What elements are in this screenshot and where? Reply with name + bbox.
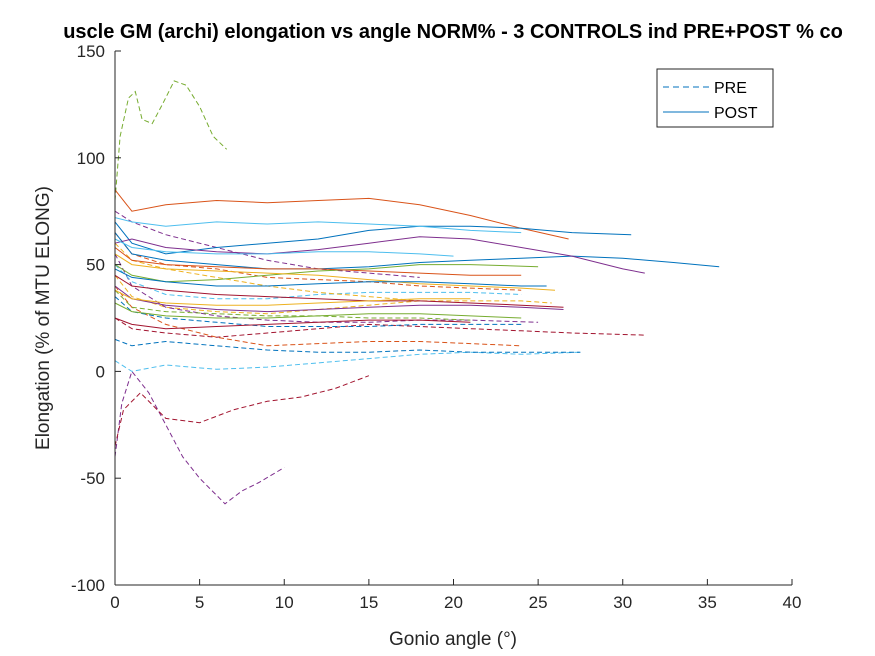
x-axis-label: Gonio angle (°): [389, 629, 517, 650]
series-line-pre-3: [114, 351, 581, 372]
x-tick-label: 15: [359, 593, 378, 612]
series-line-post-21: [114, 253, 556, 291]
series-line-pre-13: [114, 242, 420, 302]
series-line-post-22: [114, 274, 564, 308]
x-tick-label: 40: [783, 593, 802, 612]
y-tick-label: 0: [96, 362, 105, 381]
x-tick-label: 0: [110, 593, 119, 612]
chart-title: uscle GM (archi) elongation vs angle NOR…: [63, 21, 843, 43]
legend: PRE POST: [656, 68, 774, 128]
series-line-pre-6: [114, 285, 522, 347]
series-line-post-15: [114, 189, 569, 240]
x-tick-label: 20: [444, 593, 463, 612]
series-line-post-25: [114, 247, 522, 276]
series-line-pre-2: [114, 375, 370, 447]
series-line-pre-4: [114, 338, 581, 353]
series-line-pre-14: [114, 210, 420, 278]
series-line-post-29: [114, 317, 471, 330]
x-tick-label: 25: [529, 593, 548, 612]
axes: [114, 50, 793, 586]
series-line-post-24: [114, 302, 522, 319]
y-tick-label: -100: [71, 576, 105, 595]
series-line-post-17: [114, 232, 720, 270]
series-line-pre-12: [114, 232, 522, 291]
y-axis-label: Elongation (% of MTU ELONG): [33, 186, 54, 450]
tick-labels: 0 5 10 15 20 25 30 35 40 -100 -50 0 50 100 150: [71, 42, 801, 612]
series-line-post-28: [114, 289, 471, 306]
y-tick-label: 150: [77, 42, 105, 61]
series-line-post-18: [114, 236, 645, 274]
series-line-pre-7: [114, 274, 552, 315]
series-line-pre-8: [114, 253, 539, 323]
x-tick-label: 10: [275, 593, 294, 612]
series-line-post-23: [114, 285, 564, 313]
x-tick-label: 30: [613, 593, 632, 612]
series-line-pre-1: [114, 370, 285, 505]
series-line-pre-9: [114, 289, 471, 321]
series-line-pre-10: [114, 296, 522, 327]
series-line-post-19: [114, 264, 539, 283]
legend-label-pre: PRE: [714, 80, 747, 97]
x-tick-label: 5: [195, 593, 204, 612]
legend-box: [656, 68, 774, 128]
legend-label-post: POST: [714, 105, 758, 122]
y-tick-label: -50: [80, 469, 105, 488]
y-tick-label: 100: [77, 149, 105, 168]
y-tick-label: 50: [86, 256, 105, 275]
series-line-post-27: [114, 268, 547, 287]
series-lines: [114, 80, 720, 505]
series-line-post-20: [114, 217, 522, 234]
x-tick-label: 35: [698, 593, 717, 612]
series-line-post-16: [114, 221, 632, 255]
series-line-pre-0: [114, 80, 228, 201]
series-line-post-26: [114, 238, 454, 257]
